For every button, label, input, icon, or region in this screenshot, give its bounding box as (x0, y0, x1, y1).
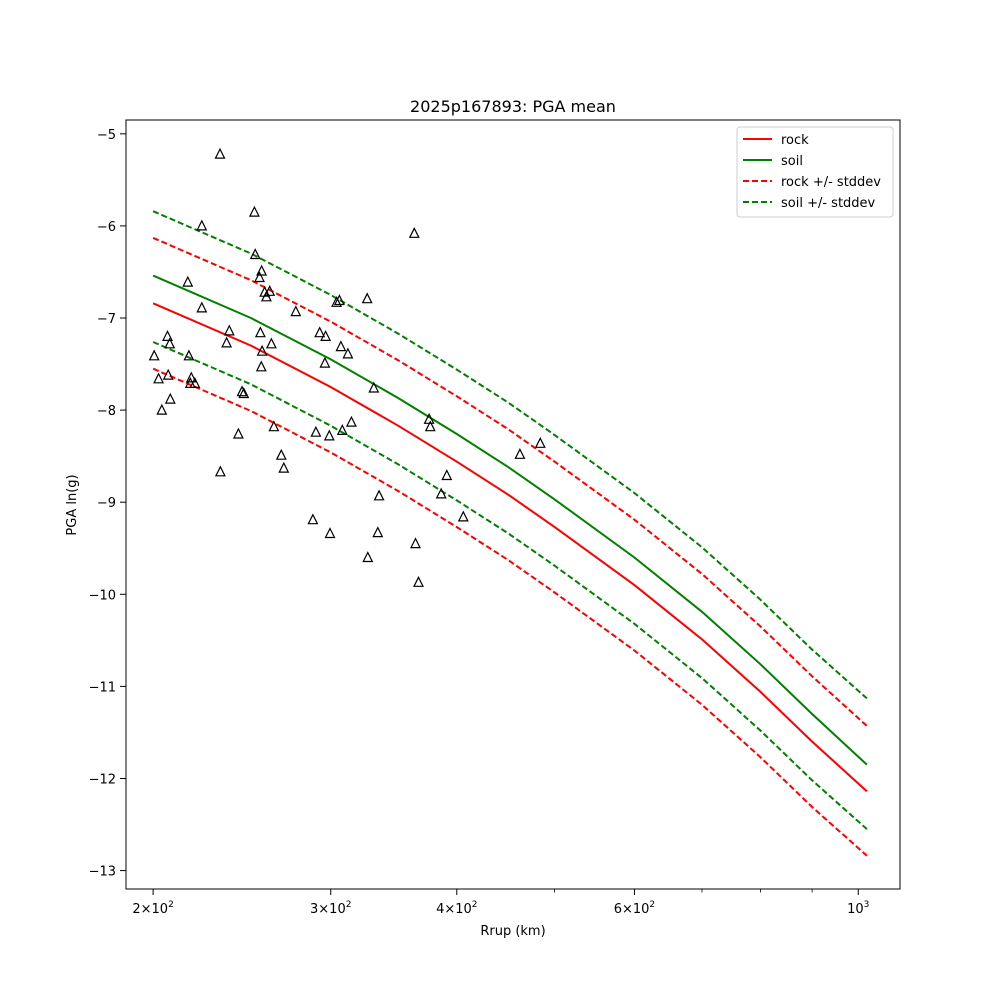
plot-area (148, 147, 868, 857)
observation-point (413, 575, 424, 587)
series-line-soil-stddev-lower (152, 341, 868, 830)
observation-point (373, 489, 385, 501)
y-tick-label: −6 (97, 220, 116, 235)
observation-point (214, 465, 226, 477)
observation-point (255, 360, 267, 372)
observation-point (324, 527, 336, 539)
observation-point (265, 337, 277, 349)
y-tick-label: −11 (89, 680, 116, 695)
y-tick-label: −12 (89, 772, 116, 787)
observation-point (164, 392, 176, 404)
observation-point (323, 429, 335, 441)
legend-label: soil +/- stddev (781, 196, 876, 211)
observation-point (345, 415, 357, 427)
observation-point (268, 420, 280, 432)
observation-point (336, 424, 348, 435)
y-tick-label: −10 (89, 588, 116, 603)
observation-point (264, 284, 276, 296)
y-tick-label: −13 (89, 865, 116, 880)
observation-point (164, 337, 176, 349)
observation-point (248, 205, 260, 217)
series-line-soil (152, 274, 868, 766)
observation-point (333, 294, 345, 306)
observation-point (156, 403, 168, 415)
observation-point (232, 427, 244, 439)
series-line-soil-stddev-upper (152, 210, 868, 700)
observation-point (361, 292, 373, 304)
observation-point (275, 448, 287, 460)
observation-point (435, 487, 447, 499)
observation-point (362, 551, 374, 563)
observation-point (534, 436, 546, 448)
observation-point (162, 330, 173, 341)
x-axis: 2×102 3×102 4×102 6×102 103 (132, 889, 869, 917)
observation-point (278, 461, 290, 473)
observation-point (182, 275, 194, 287)
observation-point (335, 340, 347, 352)
x-tick-label: 3×102 (310, 900, 351, 917)
plot-frame (125, 119, 901, 890)
observation-point (307, 513, 319, 525)
y-axis: −5 −6 −7 −8 −9 −10 −11 −12 −13 (89, 128, 126, 880)
observation-point (410, 537, 421, 549)
observation-point (189, 377, 201, 388)
observation-point (196, 301, 208, 313)
chart-title: 2025p167893: PGA mean (410, 97, 616, 116)
x-tick-label: 2×102 (132, 900, 173, 917)
legend-label: soil (781, 154, 803, 169)
series-line-rock-stddev-upper (152, 236, 868, 727)
y-tick-label: −5 (97, 128, 116, 143)
legend: rock soil rock +/- stddev soil +/- stddev (736, 126, 894, 218)
y-axis-label: PGA ln(g) (65, 474, 80, 535)
observation-point (260, 290, 272, 302)
series-line-rock (152, 302, 868, 793)
observation-point (290, 305, 302, 317)
observation-point (196, 219, 208, 231)
x-tick-label: 103 (847, 900, 869, 917)
observation-point (368, 381, 380, 393)
observation-point (185, 371, 197, 383)
observation-point (221, 336, 233, 348)
observation-point (514, 447, 526, 459)
observation-point (408, 226, 420, 238)
legend-label: rock (781, 133, 809, 148)
y-tick-label: −8 (97, 404, 116, 419)
legend-label: rock +/- stddev (781, 175, 881, 190)
observation-point (319, 356, 331, 368)
y-tick-label: −9 (97, 496, 116, 511)
observation-point (249, 248, 261, 260)
legend-box (736, 126, 894, 218)
observation-point (183, 349, 195, 361)
observation-point (256, 264, 268, 276)
observation-point (153, 372, 165, 384)
observation-point (342, 347, 354, 359)
observation-point (372, 526, 384, 538)
observation-point (320, 330, 332, 341)
observation-point (162, 368, 174, 380)
observation-point (256, 344, 268, 356)
x-tick-label: 6×102 (614, 900, 655, 917)
x-tick-label: 4×102 (436, 900, 477, 917)
observation-point (254, 326, 266, 338)
observation-point (424, 420, 436, 432)
observation-point (331, 295, 343, 307)
observation-point (254, 271, 265, 283)
observation-point (236, 385, 248, 397)
y-tick-label: −7 (97, 312, 116, 327)
series-line-rock-stddev-lower (152, 367, 868, 857)
observation-point (314, 326, 326, 338)
observation-point (238, 387, 250, 399)
observation-point (441, 469, 453, 481)
observation-point (148, 349, 160, 361)
observation-point (310, 425, 322, 437)
observation-point (223, 324, 235, 336)
observation-point (214, 147, 226, 159)
x-axis-label: Rrup (km) (480, 924, 545, 939)
observation-point (457, 510, 469, 522)
